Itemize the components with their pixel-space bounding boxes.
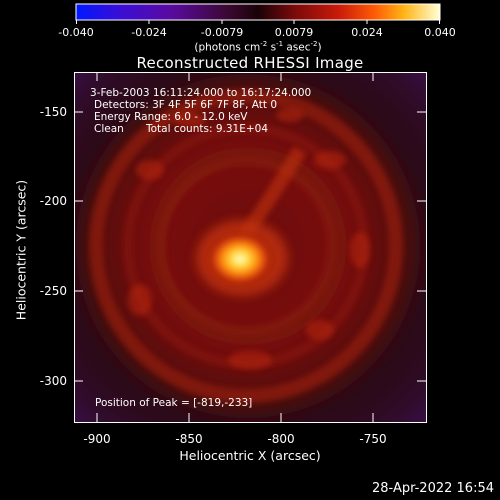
- y-tick-label: -150: [39, 105, 67, 119]
- peak-position-label: Position of Peak = [-819,-233]: [95, 397, 253, 409]
- timestamp: 28-Apr-2022 16:54: [372, 481, 494, 496]
- colorbar-tick: -0.040: [58, 26, 94, 39]
- x-tick-label: -850: [175, 432, 203, 446]
- total-counts-label: Total counts: 9.31E+04: [146, 123, 269, 135]
- x-tick-label: -900: [83, 432, 111, 446]
- y-tick-label: -300: [39, 374, 67, 388]
- colorbar-tick: -0.024: [131, 26, 167, 39]
- image-title: Reconstructed RHESSI Image: [136, 54, 364, 72]
- colorbar-tick: 0.040: [424, 26, 456, 39]
- colorbar-tick: -0.0079: [200, 26, 244, 39]
- colorbar-units: (photons cm-2 s-1 asec-2): [194, 40, 322, 54]
- colorbar-tick: 0.024: [351, 26, 383, 39]
- x-tick-label: -800: [267, 432, 295, 446]
- time-range-label: 3-Feb-2003 16:11:24.000 to 16:17:24.000: [90, 87, 312, 99]
- colorbar-tick: 0.0079: [274, 26, 314, 39]
- colorbar: [75, 3, 441, 24]
- clean-label: Clean: [94, 123, 124, 135]
- x-tick-label: -750: [359, 432, 387, 446]
- y-axis-label: Heliocentric Y (arcsec): [13, 179, 29, 321]
- y-tick-label: -250: [39, 284, 67, 298]
- energy-range-label: Energy Range: 6.0 - 12.0 keV: [94, 111, 248, 123]
- x-axis-label: Heliocentric X (arcsec): [179, 448, 321, 463]
- detectors-label: Detectors: 3F 4F 5F 6F 7F 8F, Att 0: [94, 99, 278, 111]
- y-tick-label: -200: [39, 194, 67, 208]
